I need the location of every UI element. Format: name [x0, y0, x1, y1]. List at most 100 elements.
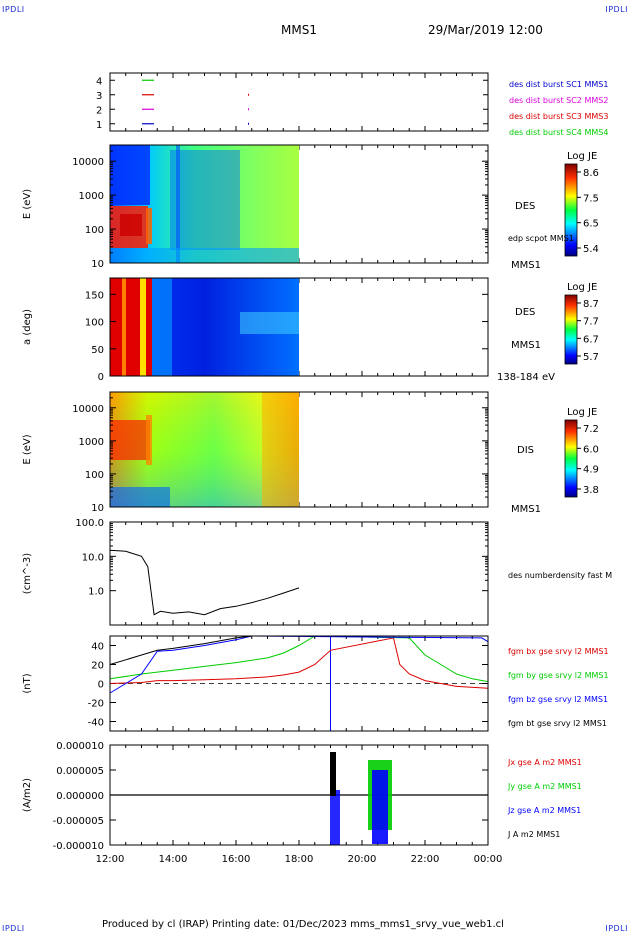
jz-burst — [372, 770, 388, 844]
des-low-flux-region — [110, 145, 150, 205]
time-label: 14:00 — [159, 854, 188, 865]
y-tick-label: 1 — [96, 120, 102, 131]
y-tick-label: 4 — [96, 76, 102, 87]
colorbar-scale — [564, 419, 578, 498]
legend-current-0: Jx gse A m2 MMS1 — [507, 758, 582, 767]
colorbar-tick-label: 7.7 — [583, 317, 599, 328]
panel-burst — [109, 73, 489, 131]
y-tick-label: 40 — [91, 642, 104, 653]
field-line-1 — [109, 635, 489, 683]
colorbar-tick-label: 8.7 — [583, 299, 599, 310]
ylabel-density: (cm^-3) — [22, 553, 33, 594]
des-midtail-dropout — [170, 150, 240, 250]
corner-logo-bottom-right: IPDLI — [605, 924, 628, 933]
panel-density — [109, 522, 489, 625]
ylabel-magnetic-field: (nT) — [22, 673, 33, 693]
colorbar-scale — [564, 163, 578, 257]
y-tick-label: 10000 — [72, 157, 104, 168]
y-tick-label: 20 — [91, 661, 104, 672]
jz-spike — [330, 790, 340, 845]
y-tick-label: 0 — [98, 372, 104, 383]
y-tick-label: 0.000010 — [56, 741, 104, 752]
plot-date: 29/Mar/2019 12:00 — [428, 23, 543, 37]
y-tick-label: -40 — [88, 718, 104, 729]
y-tick-label: 1000 — [79, 191, 104, 202]
field-line-3 — [109, 635, 252, 665]
corner-logo-top-right: IPDLI — [605, 5, 628, 14]
label-dis: DIS — [517, 445, 534, 456]
legend-field-0: fgm bx gse srvy l2 MMS1 — [508, 647, 609, 656]
field-line-2 — [109, 635, 489, 694]
frame-des-pitch — [109, 277, 489, 377]
legend-field-2: fgm bz gse srvy l2 MMS1 — [508, 695, 608, 704]
colorbar-title: Log JE — [567, 282, 597, 293]
legend-burst-sc4: des dist burst SC4 MMS4 — [509, 128, 608, 137]
corner-logo-bottom-left: IPDLI — [2, 924, 25, 933]
colorbar-tick-label: 6.7 — [583, 334, 599, 345]
des-burst-stripe — [146, 208, 152, 244]
time-label: 16:00 — [222, 854, 251, 865]
y-tick-label: 1.0 — [88, 587, 104, 598]
des-pitch-stripe — [140, 278, 146, 376]
y-tick-label: 10.0 — [82, 552, 104, 563]
colorbar-tick-label: 5.4 — [583, 244, 599, 255]
ylabel-des-energy: E (eV) — [22, 189, 33, 219]
y-tick-label: 10 — [91, 503, 104, 514]
colorbar-scale — [564, 294, 578, 365]
y-tick-label: -0.000005 — [53, 816, 104, 827]
legend-field-1: fgm by gse srvy l2 MMS1 — [508, 671, 609, 680]
ylabel-current-density: (A/m2) — [22, 778, 33, 812]
ylabel-des-pitch: a (deg) — [22, 309, 33, 345]
y-tick-label: 0.000005 — [56, 766, 104, 777]
footer-credits: Produced by cl (IRAP) Printing date: 01/… — [102, 919, 504, 930]
legend-current-3: J A m2 MMS1 — [507, 830, 560, 839]
colorbar-tick-label: 7.5 — [583, 193, 599, 204]
colorbar-tick-label: 6.5 — [583, 219, 599, 230]
y-tick-label: 3 — [96, 91, 102, 102]
dis-burst-stripe — [146, 415, 152, 465]
y-tick-label: 100.0 — [75, 518, 104, 529]
y-tick-label: 0.000000 — [56, 791, 104, 802]
dis-late-band — [262, 392, 299, 507]
label-mms1-des-pitch: MMS1 — [511, 340, 541, 351]
ylabel-dis-energy: E (eV) — [22, 434, 33, 464]
label-mms1-des-energy: MMS1 — [511, 260, 541, 271]
des-vertical-stripe — [176, 145, 180, 263]
frame-dis-energy — [109, 391, 489, 508]
time-label: 20:00 — [348, 854, 377, 865]
frame-density — [109, 521, 489, 626]
frame-des-energy — [109, 144, 489, 264]
y-tick-label: 100 — [85, 225, 104, 236]
y-tick-label: -0.000010 — [53, 841, 104, 852]
frame-burst — [109, 72, 489, 132]
y-tick-label: 10000 — [72, 404, 104, 415]
time-label: 00:00 — [474, 854, 503, 865]
colorbar-title: Log JE — [567, 151, 597, 162]
label-mms1-dis: MMS1 — [511, 504, 541, 515]
corner-logo-top-left: IPDLI — [2, 5, 25, 14]
des-pitch-perp-band — [240, 312, 299, 334]
y-tick-label: 100 — [85, 470, 104, 481]
colorbar-tick-label: 5.7 — [583, 352, 599, 363]
dis-low-energy — [110, 487, 170, 507]
label-des-pitch: DES — [515, 307, 535, 318]
label-energy-range: 138-184 eV — [497, 372, 555, 383]
frame-magnetic-field — [109, 635, 489, 732]
burst-mark-sc1 — [248, 122, 249, 125]
legend-density: des numberdensity fast M — [508, 571, 612, 580]
legend-burst-sc3: des dist burst SC3 MMS3 — [509, 112, 608, 121]
des-low-energy-band — [110, 248, 299, 263]
label-edp-scpot: edp scpot MMS1 — [508, 234, 574, 243]
legend-current-1: Jy gse A m2 MMS1 — [507, 782, 582, 791]
y-tick-label: 150 — [85, 290, 104, 301]
y-tick-label: 0 — [98, 680, 104, 691]
legend-burst-sc1: des dist burst SC1 MMS1 — [509, 80, 608, 89]
time-label: 18:00 — [285, 854, 314, 865]
burst-mark-sc3 — [248, 93, 249, 96]
y-tick-label: -20 — [88, 699, 104, 710]
y-tick-label: 100 — [85, 318, 104, 329]
label-des: DES — [515, 201, 535, 212]
des-pitch-transition — [152, 278, 172, 376]
des-pitch-stripe — [122, 278, 126, 376]
